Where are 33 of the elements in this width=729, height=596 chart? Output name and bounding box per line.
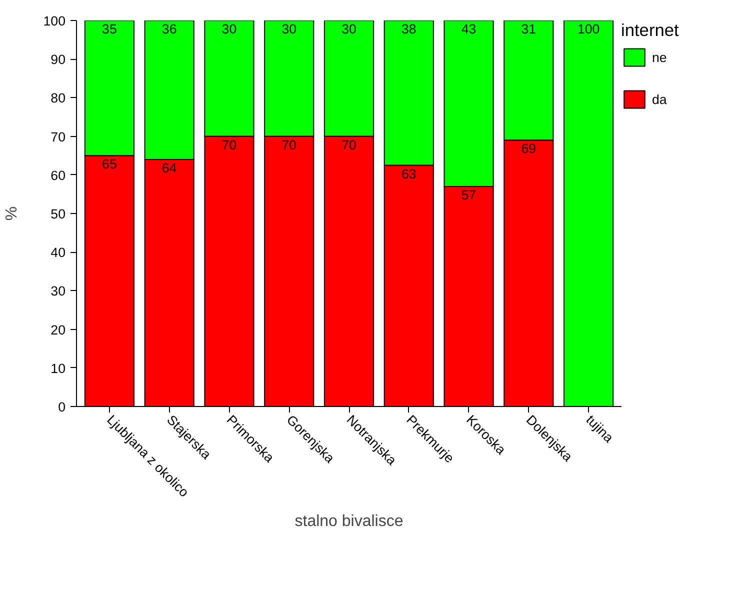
- y-tick-label: 30: [50, 284, 66, 299]
- data-label: 70: [222, 137, 237, 152]
- data-label: 30: [282, 22, 297, 36]
- data-label: 70: [282, 137, 297, 152]
- data-label: 64: [162, 160, 178, 176]
- data-label: 63: [401, 166, 416, 182]
- data-label: 35: [102, 22, 117, 36]
- data-label: 43: [461, 22, 476, 36]
- data-label: 31: [521, 22, 536, 36]
- data-label: 69: [521, 141, 536, 156]
- y-tick-label: 0: [58, 400, 66, 414]
- y-tick-label: 80: [50, 90, 66, 106]
- data-label: 30: [342, 22, 356, 36]
- y-tick-label: 70: [50, 129, 66, 144]
- y-tick-label: 100: [43, 14, 66, 28]
- data-label: 100: [577, 22, 600, 36]
- data-label: 30: [222, 22, 237, 36]
- y-tick-label: 20: [50, 322, 66, 338]
- legend-title: internet: [621, 20, 679, 41]
- legend-label: ne: [652, 50, 668, 64]
- x-axis-title: stalno bivalisce: [294, 513, 404, 530]
- y-tick-label: 50: [50, 206, 66, 222]
- data-label: 38: [401, 22, 416, 36]
- y-tick-label: 10: [50, 360, 66, 376]
- y-tick-label: 90: [50, 52, 66, 68]
- y-axis-title: %: [3, 206, 20, 221]
- y-tick-label: 60: [50, 168, 66, 183]
- data-label: 70: [342, 137, 356, 152]
- y-tick-label: 40: [50, 245, 66, 260]
- data-label: 57: [461, 187, 476, 202]
- data-label: 65: [102, 156, 117, 172]
- legend-label: da: [652, 92, 668, 106]
- data-label: 36: [162, 22, 177, 36]
